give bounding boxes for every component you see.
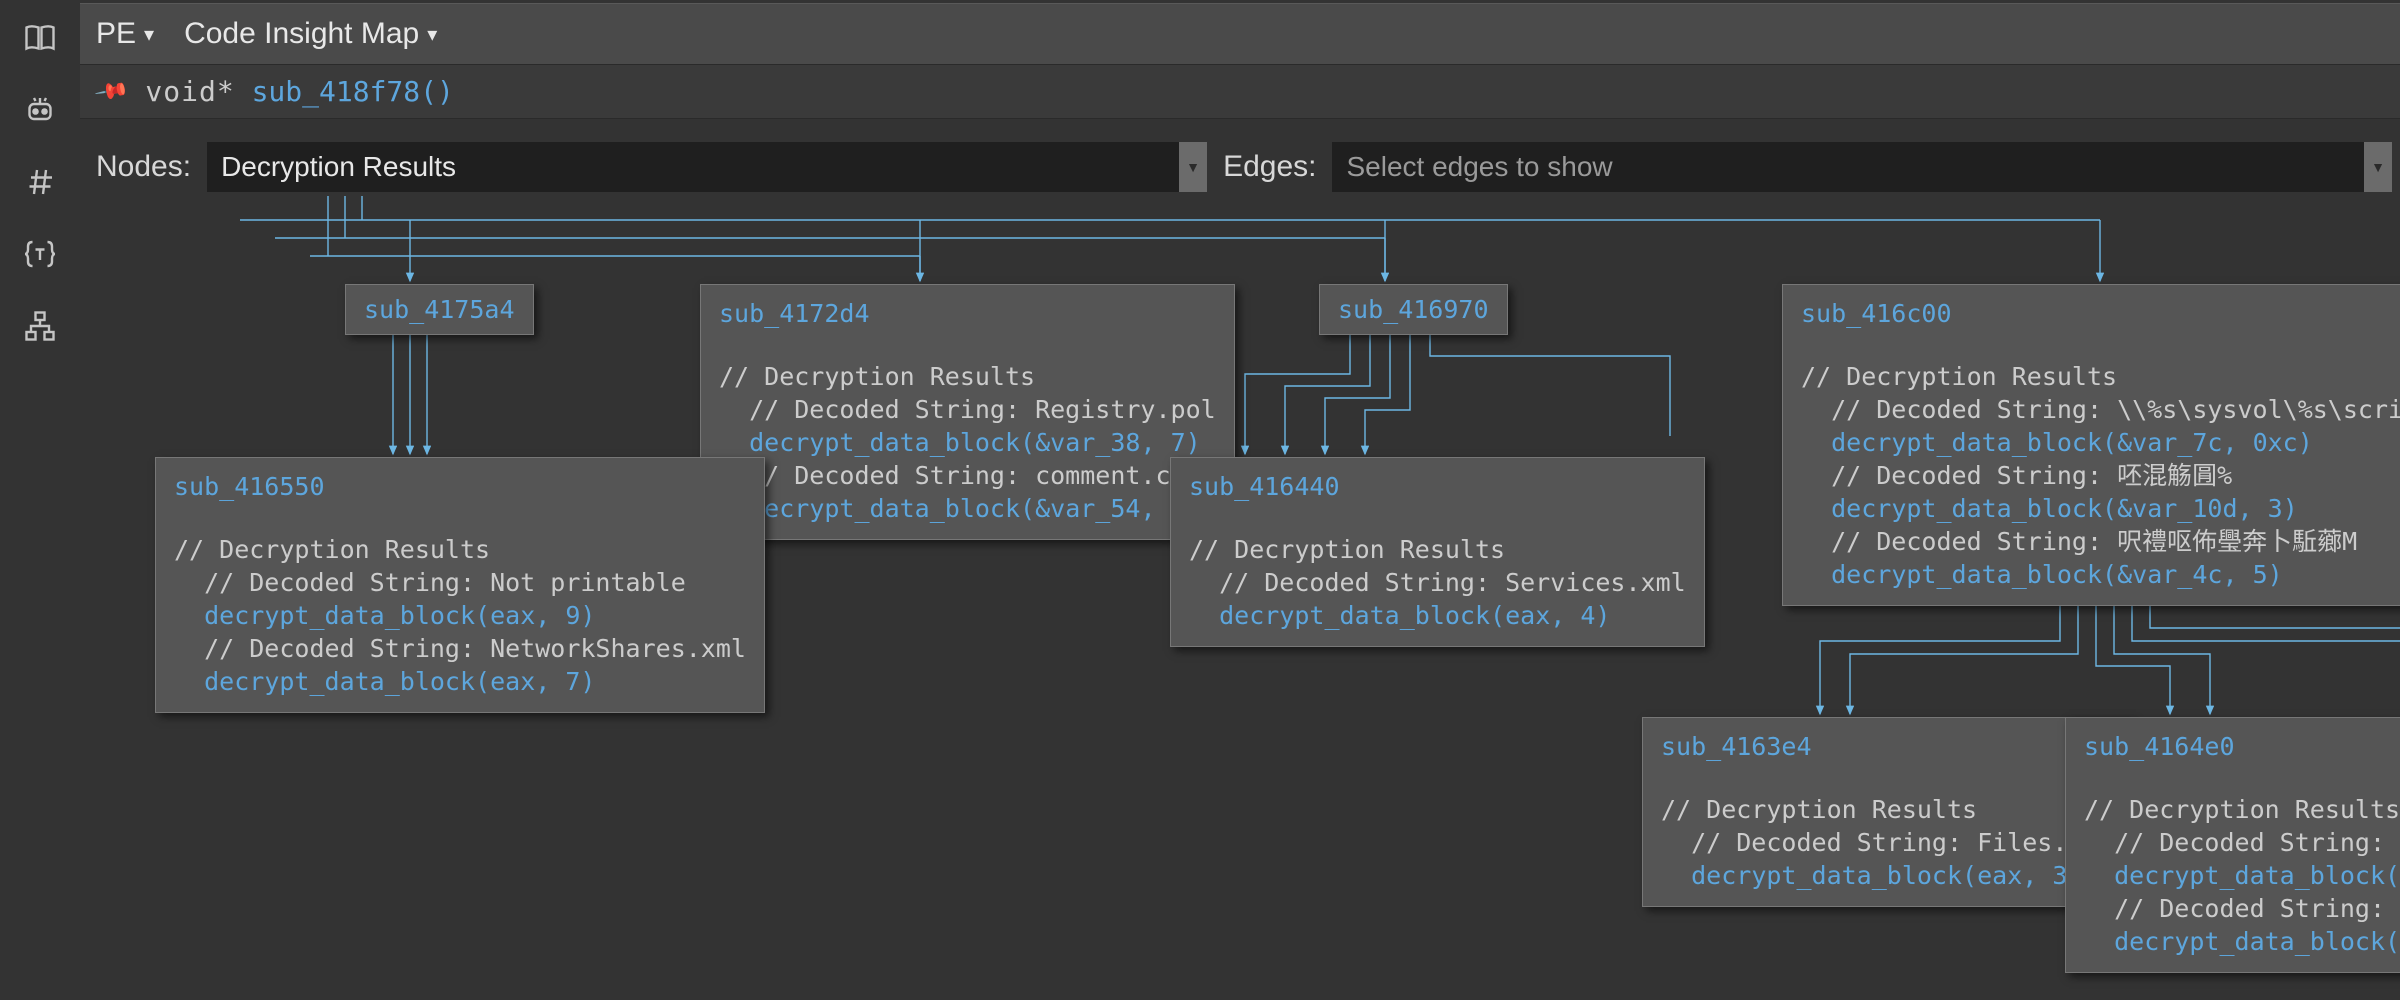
book-icon[interactable] <box>19 17 61 59</box>
node-title[interactable]: sub_416c00 <box>1801 297 2400 330</box>
code-line: decrypt_data_block(eax, 9) <box>174 599 746 632</box>
graph-node-sub_416970[interactable]: sub_416970 <box>1319 284 1508 335</box>
nodes-filter-combo[interactable]: Decryption Results ▼ <box>207 142 1207 192</box>
left-icon-rail <box>0 3 80 1000</box>
filter-bar: Nodes: Decryption Results ▼ Edges: Selec… <box>80 138 2400 196</box>
edges-filter-placeholder: Select edges to show <box>1346 151 1612 183</box>
hash-icon[interactable] <box>19 161 61 203</box>
arch-dropdown[interactable]: PE ▾ <box>96 17 154 51</box>
graph-node-sub_4175a4[interactable]: sub_4175a4 <box>345 284 534 335</box>
code-line: // Decryption Results <box>719 360 1216 393</box>
node-title[interactable]: sub_4175a4 <box>364 293 515 326</box>
chevron-down-icon[interactable]: ▼ <box>1179 142 1207 192</box>
code-line: decrypt_data_block(&var_7c, 0xc) <box>1801 426 2400 459</box>
code-line: // Decoded String: comment.cmtx <box>719 459 1216 492</box>
graph-canvas[interactable]: sub_4175a4 sub_4172d4 // Decryption Result… <box>80 196 2400 1000</box>
graph-node-sub_416c00[interactable]: sub_416c00 // Decryption Results // Decod… <box>1782 284 2400 606</box>
code-line: // Decoded String: Schedu <box>2084 826 2400 859</box>
code-line: // Decoded String: 呸混觞㘣% <box>1801 459 2400 492</box>
edges-filter-combo[interactable]: Select edges to show ▼ <box>1332 142 2392 192</box>
edges-filter-label: Edges: <box>1223 150 1316 184</box>
node-title[interactable]: sub_4172d4 <box>719 297 1216 330</box>
node-title[interactable]: sub_4163e4 <box>1661 730 2113 763</box>
braces-t-icon[interactable] <box>19 233 61 275</box>
signature-name[interactable]: sub_418f78() <box>252 75 454 108</box>
code-line: decrypt_data_block(&var_54, 7) <box>719 492 1216 525</box>
node-title[interactable]: sub_416550 <box>174 470 746 503</box>
code-line: // Decoded String: \\%s\sysvol\%s\script… <box>1801 393 2400 426</box>
graph-node-sub_4164e0[interactable]: sub_4164e0 // Decryption Results // Decod… <box>2065 717 2400 973</box>
code-line: // Decoded String: Files.xml <box>1661 826 2113 859</box>
graph-node-sub_416550[interactable]: sub_416550 // Decryption Results // Decod… <box>155 457 765 713</box>
code-line: decrypt_data_block(eax, 3) <box>1661 859 2113 892</box>
code-line: decrypt_data_block(&var_38, 7) <box>719 426 1216 459</box>
code-line: decrypt_data_block(&var_4c, 5) <box>1801 558 2400 591</box>
graph-node-sub_4163e4[interactable]: sub_4163e4 // Decryption Results // Decod… <box>1642 717 2132 907</box>
code-line: // Decoded String: Not printable <box>174 566 746 599</box>
code-line: // Decoded String: Registry.pol <box>719 393 1216 426</box>
graph-node-sub_416440[interactable]: sub_416440 // Decryption Results // Decod… <box>1170 457 1705 647</box>
nodes-filter-value: Decryption Results <box>221 151 456 183</box>
chevron-down-icon[interactable]: ▼ <box>2364 142 2392 192</box>
code-line: // Decryption Results <box>2084 793 2400 826</box>
node-title[interactable]: sub_416440 <box>1189 470 1686 503</box>
chevron-down-icon: ▾ <box>144 22 154 47</box>
graph-node-sub_4172d4[interactable]: sub_4172d4 // Decryption Results // Decod… <box>700 284 1235 540</box>
hierarchy-icon[interactable] <box>19 305 61 347</box>
arch-label: PE <box>96 17 136 51</box>
node-title[interactable]: sub_416970 <box>1338 293 1489 326</box>
robot-icon[interactable] <box>19 89 61 131</box>
code-line: // Decoded String: 呎禮呕佈璺奔卜駈薌M <box>1801 525 2400 558</box>
pin-icon[interactable]: 📌 <box>93 73 130 109</box>
code-line: // Decoded String: .xml <box>2084 892 2400 925</box>
code-line: decrypt_data_block(&var_10d, 3) <box>1801 492 2400 525</box>
signature-bar: 📌 void* sub_418f78() <box>80 65 2400 119</box>
code-line: // Decoded String: NetworkShares.xml <box>174 632 746 665</box>
view-label: Code Insight Map <box>184 17 419 51</box>
code-line: // Decryption Results <box>174 533 746 566</box>
code-line: // Decryption Results <box>1801 360 2400 393</box>
chevron-down-icon: ▾ <box>427 22 437 47</box>
code-line: decrypt_data_block(eax, 7) <box>2084 859 2400 892</box>
code-line: decrypt_data_block(eax, 7) <box>174 665 746 698</box>
code-line: decrypt_data_block(&eax[7] <box>2084 925 2400 958</box>
code-line: decrypt_data_block(eax, 4) <box>1189 599 1686 632</box>
view-topbar: PE ▾ Code Insight Map ▾ <box>80 3 2400 65</box>
code-line: // Decryption Results <box>1189 533 1686 566</box>
signature-return-type: void* <box>145 75 234 108</box>
code-line: // Decoded String: Services.xml <box>1189 566 1686 599</box>
view-dropdown[interactable]: Code Insight Map ▾ <box>184 17 437 51</box>
node-title[interactable]: sub_4164e0 <box>2084 730 2400 763</box>
code-line: // Decryption Results <box>1661 793 2113 826</box>
nodes-filter-label: Nodes: <box>96 150 191 184</box>
